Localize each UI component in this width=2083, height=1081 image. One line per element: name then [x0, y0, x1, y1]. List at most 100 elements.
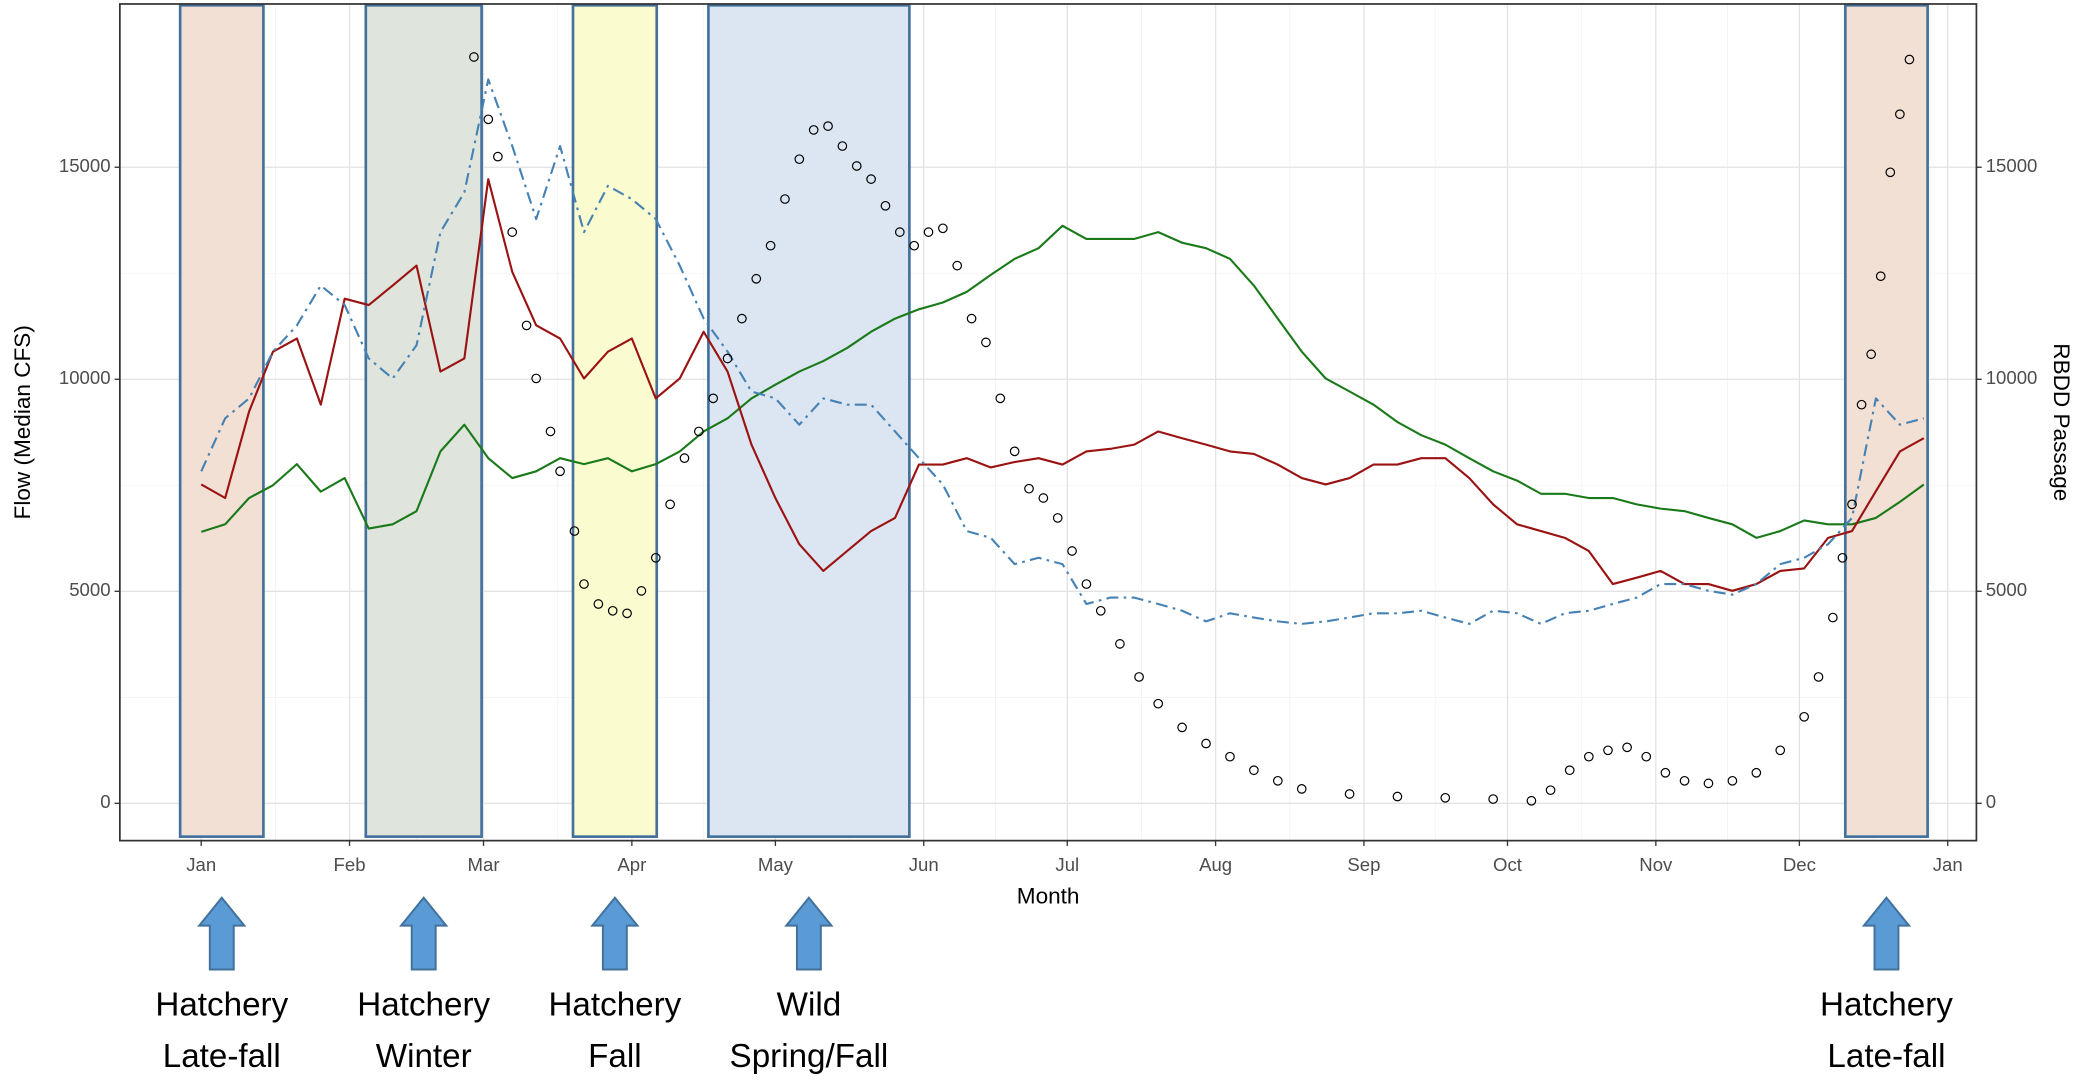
passage-point	[693, 426, 704, 437]
period-arrow	[590, 896, 640, 971]
passage-point	[722, 353, 733, 364]
passage-point	[966, 313, 977, 324]
y-tick-label: 5000	[69, 579, 110, 600]
y2-tick-label: 15000	[1986, 155, 2038, 176]
x-tick-label: Nov	[1639, 854, 1673, 875]
passage-point	[765, 240, 776, 251]
passage-point	[1856, 399, 1867, 410]
passage-point	[1201, 738, 1211, 749]
passage-point	[1038, 493, 1049, 503]
passage-point	[1875, 271, 1886, 282]
period-band	[571, 3, 659, 838]
passage-point	[808, 125, 819, 135]
passage-point	[1727, 775, 1738, 786]
passage-point	[1679, 775, 1690, 786]
passage-point	[823, 121, 833, 131]
passage-point	[880, 200, 891, 211]
passage-point	[636, 586, 647, 596]
flow-line	[200, 224, 1925, 539]
passage-point	[521, 320, 532, 331]
passage-point	[593, 599, 604, 609]
period-label: Hatchery	[357, 986, 490, 1023]
passage-point	[794, 154, 805, 165]
passage-point	[679, 453, 690, 463]
passage-point	[1081, 579, 1092, 589]
passage-point	[493, 151, 503, 162]
x-tick-label: Sep	[1347, 854, 1380, 875]
passage-point	[1641, 751, 1652, 762]
y-tick-label: 0	[100, 791, 110, 812]
passage-point	[1296, 784, 1307, 794]
passage-point	[665, 499, 675, 510]
passage-point	[1052, 513, 1063, 523]
y-tick-label: 10000	[59, 367, 111, 388]
passage-point	[1009, 446, 1020, 457]
passage-point	[1153, 698, 1164, 709]
period-label: Wild	[777, 986, 842, 1023]
passage-point	[1603, 745, 1613, 756]
passage-point	[531, 373, 541, 384]
passage-point	[1225, 751, 1235, 762]
y-axis-title: Flow (Median CFS)	[10, 325, 35, 519]
passage-point	[545, 426, 556, 437]
period-label: Winter	[376, 1038, 472, 1075]
passage-point	[507, 227, 518, 237]
period-band	[364, 3, 483, 838]
x-tick-label: May	[758, 854, 794, 875]
period-label: Hatchery	[548, 986, 681, 1023]
passage-point	[1703, 778, 1714, 789]
passage-point	[1583, 751, 1594, 762]
passage-point	[1895, 109, 1905, 120]
passage-point	[737, 313, 747, 324]
x-tick-label: Aug	[1199, 854, 1232, 875]
passage-point	[1134, 672, 1144, 682]
passage-point	[866, 174, 876, 184]
passage-point	[1847, 499, 1857, 510]
passage-point	[909, 240, 920, 251]
flow-line	[200, 178, 1925, 592]
passage-point	[1392, 791, 1403, 802]
panel-border	[118, 3, 1978, 842]
passage-point	[1660, 767, 1671, 778]
passage-point	[894, 227, 905, 237]
period-label: Hatchery	[1820, 986, 1953, 1023]
x-tick-label: Dec	[1783, 854, 1816, 875]
passage-point	[555, 466, 565, 477]
period-arrow	[399, 896, 449, 971]
passage-point	[837, 141, 848, 151]
passage-point	[650, 552, 661, 563]
passage-point	[1866, 349, 1876, 360]
x-axis-title: Month	[1017, 884, 1080, 909]
passage-point	[995, 393, 1006, 404]
passage-point	[1177, 722, 1187, 733]
period-arrow	[1861, 896, 1912, 971]
flow-line	[200, 78, 1925, 625]
passage-point	[1024, 483, 1034, 494]
period-band	[178, 3, 265, 838]
passage-point	[1095, 605, 1106, 616]
passage-point	[938, 223, 948, 234]
passage-point	[1272, 775, 1283, 786]
period-label: Hatchery	[155, 986, 288, 1023]
period-label: Spring/Fall	[730, 1038, 889, 1075]
passage-point	[708, 393, 719, 404]
period-label: Fall	[588, 1038, 641, 1075]
passage-point	[1115, 639, 1125, 649]
passage-point	[1545, 785, 1556, 796]
passage-point	[1067, 546, 1077, 556]
y2-tick-label: 0	[1986, 791, 1996, 812]
passage-point	[483, 114, 494, 125]
x-tick-label: Apr	[617, 854, 646, 875]
passage-point	[1564, 765, 1575, 776]
passage-point	[1828, 612, 1838, 623]
passage-point	[952, 260, 963, 271]
passage-point	[1622, 742, 1632, 753]
x-tick-label: Jul	[1055, 854, 1079, 875]
y2-axis-title: RBDD Passage	[2049, 343, 2074, 501]
passage-point	[1526, 795, 1537, 806]
period-label: Late-fall	[1827, 1038, 1945, 1075]
passage-point	[1440, 792, 1451, 803]
period-arrow	[197, 896, 247, 971]
